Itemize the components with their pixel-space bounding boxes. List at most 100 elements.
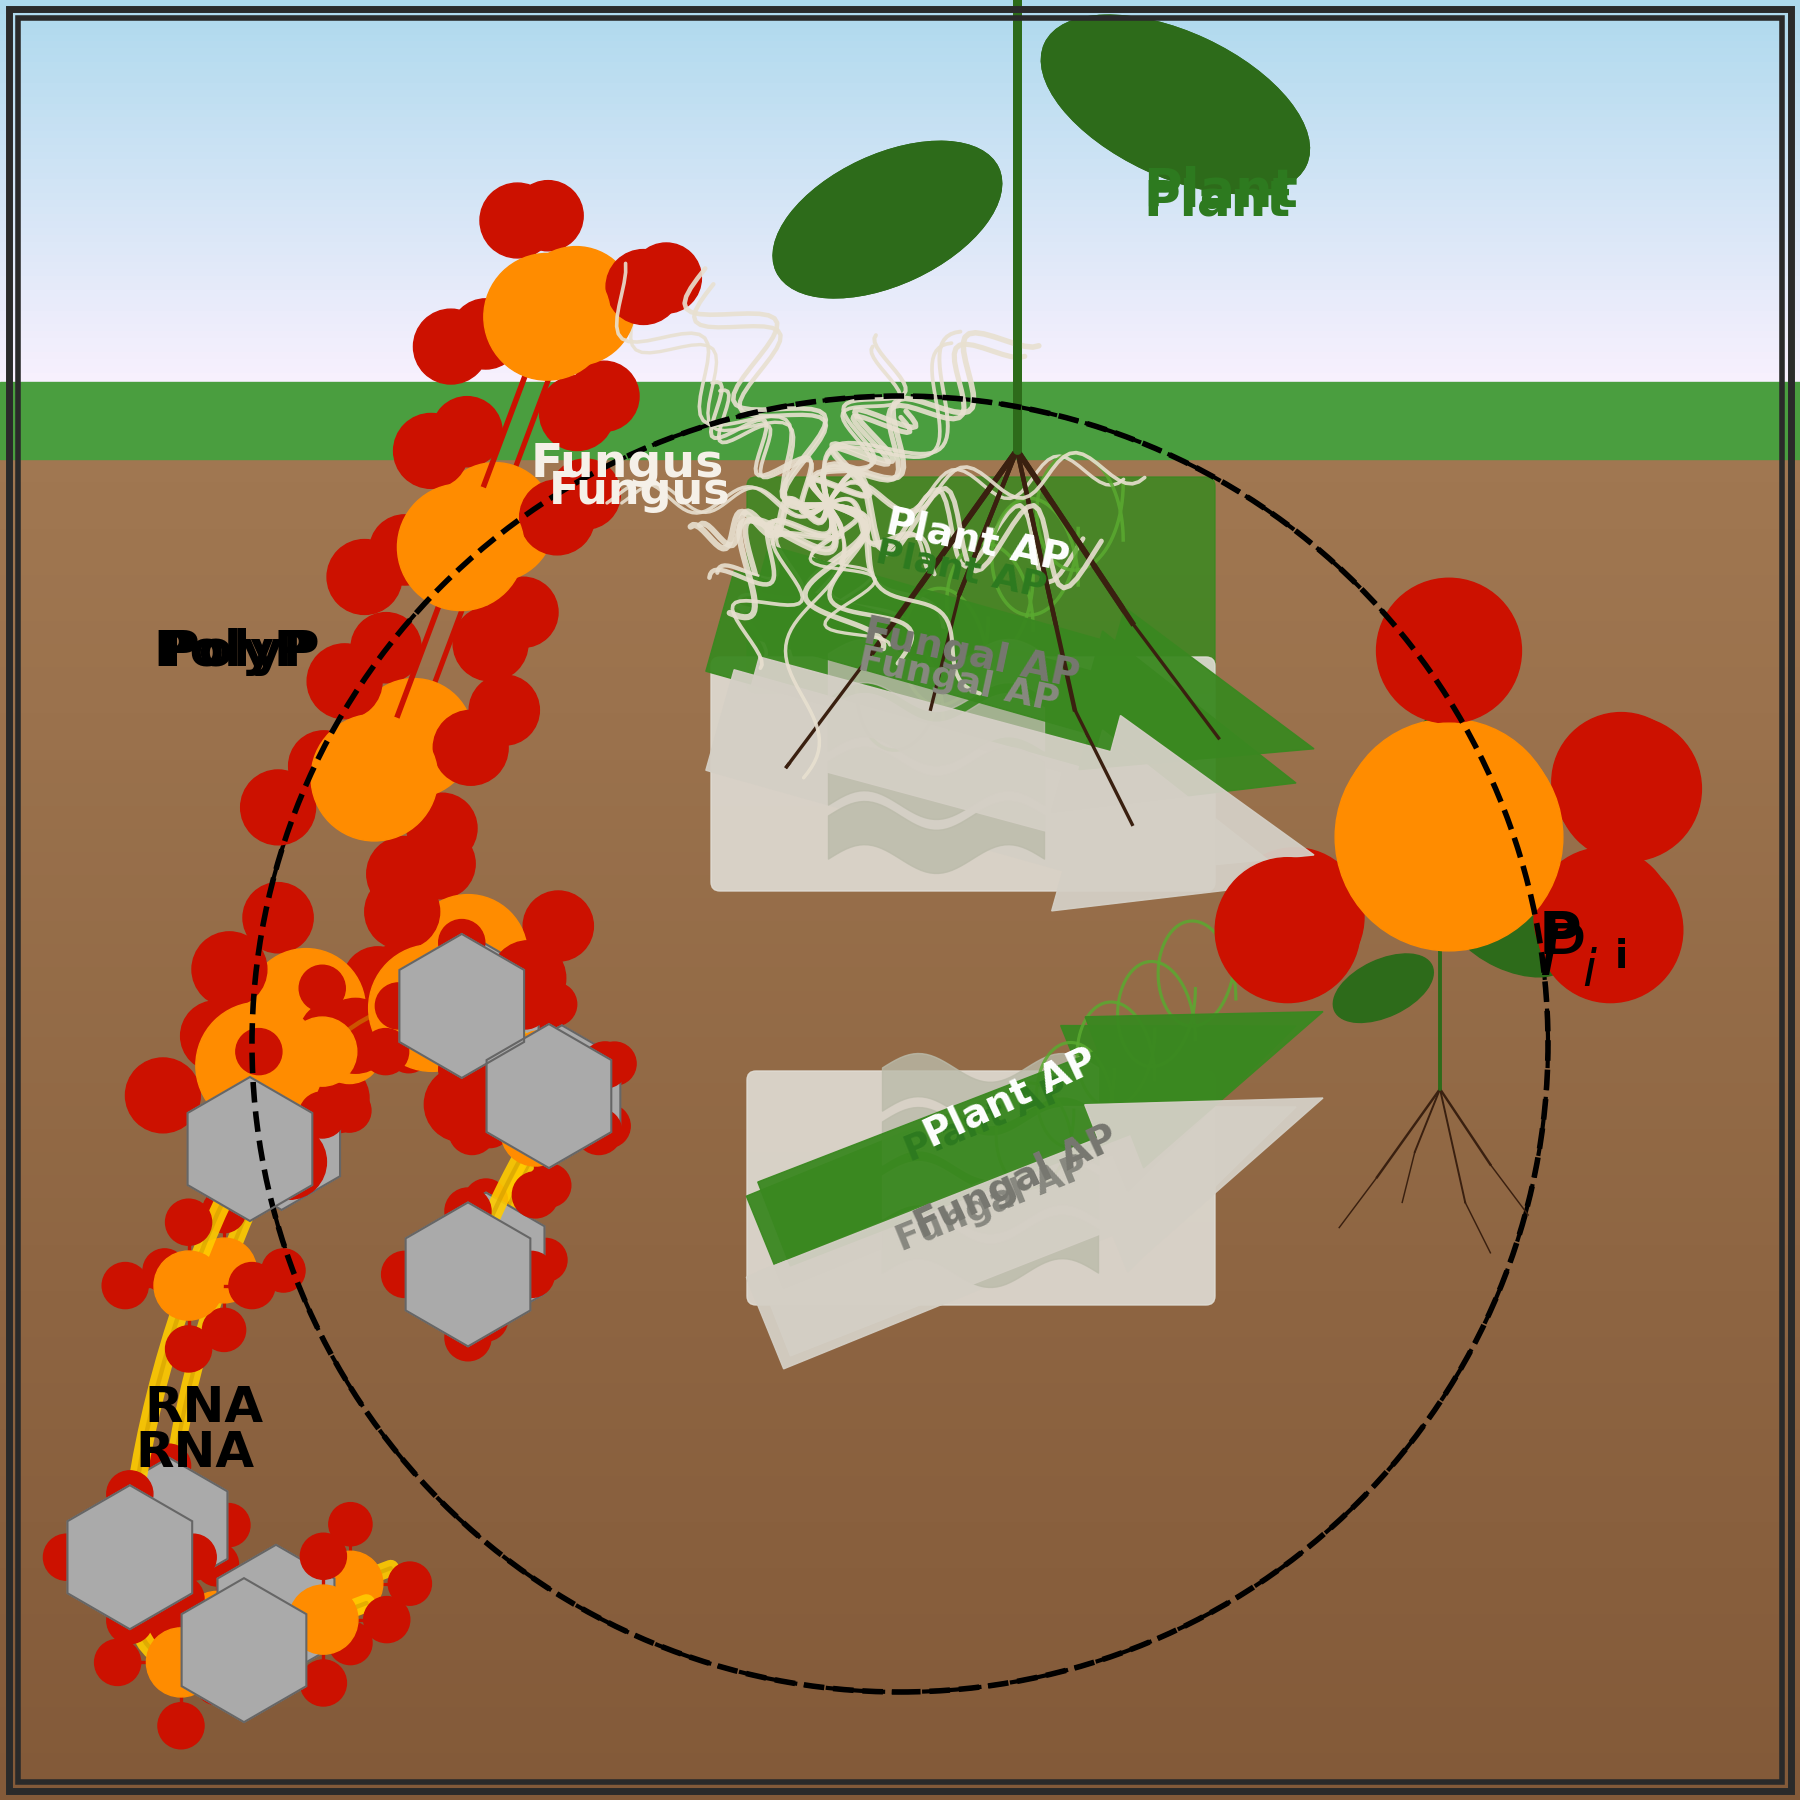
Circle shape (329, 1622, 373, 1665)
Polygon shape (0, 1570, 1800, 1593)
Circle shape (319, 999, 392, 1073)
Polygon shape (758, 1012, 1323, 1265)
Circle shape (185, 1591, 250, 1656)
Polygon shape (0, 1431, 1800, 1453)
Ellipse shape (1042, 14, 1309, 194)
Circle shape (434, 711, 508, 785)
Polygon shape (0, 34, 1800, 41)
Polygon shape (0, 1523, 1800, 1546)
Polygon shape (0, 922, 1800, 945)
Circle shape (171, 1534, 216, 1580)
Text: $P_i$: $P_i$ (1539, 922, 1598, 990)
Text: PolyP: PolyP (153, 628, 310, 677)
Polygon shape (0, 56, 1800, 61)
Polygon shape (0, 275, 1800, 283)
Polygon shape (0, 1107, 1800, 1130)
Circle shape (502, 983, 549, 1030)
Circle shape (328, 1089, 371, 1132)
Polygon shape (0, 22, 1800, 27)
Circle shape (439, 1046, 484, 1093)
Polygon shape (0, 310, 1800, 317)
Polygon shape (0, 1015, 1800, 1037)
Text: Plant AP: Plant AP (882, 502, 1073, 578)
Circle shape (1377, 578, 1521, 724)
Polygon shape (0, 1661, 1800, 1685)
Polygon shape (0, 400, 1800, 407)
Circle shape (221, 1640, 268, 1685)
Polygon shape (0, 353, 1800, 358)
Text: Fungal AP: Fungal AP (891, 1150, 1093, 1258)
Circle shape (382, 1251, 428, 1298)
Text: Plant AP: Plant AP (918, 1042, 1103, 1154)
Circle shape (448, 976, 513, 1040)
Polygon shape (0, 41, 1800, 49)
Ellipse shape (1451, 898, 1568, 977)
Circle shape (445, 1314, 491, 1361)
Circle shape (1379, 580, 1519, 718)
Polygon shape (0, 358, 1800, 365)
Polygon shape (0, 49, 1800, 56)
Circle shape (319, 1552, 383, 1616)
Polygon shape (0, 668, 1800, 691)
Circle shape (365, 875, 439, 949)
Circle shape (405, 1238, 448, 1282)
Polygon shape (0, 806, 1800, 830)
Circle shape (328, 970, 371, 1013)
FancyBboxPatch shape (747, 1071, 1215, 1305)
Circle shape (1336, 724, 1562, 950)
Polygon shape (0, 214, 1800, 221)
Circle shape (632, 243, 702, 313)
Polygon shape (0, 968, 1800, 992)
Circle shape (376, 983, 421, 1030)
Circle shape (425, 1067, 499, 1141)
Polygon shape (0, 1199, 1800, 1222)
Polygon shape (758, 1098, 1323, 1355)
Polygon shape (0, 158, 1800, 166)
Circle shape (270, 1562, 313, 1606)
Circle shape (432, 396, 502, 466)
Polygon shape (0, 180, 1800, 185)
Polygon shape (0, 1638, 1800, 1661)
Polygon shape (0, 1177, 1800, 1199)
Circle shape (236, 1028, 283, 1075)
Polygon shape (0, 853, 1800, 877)
Polygon shape (110, 1458, 227, 1593)
Circle shape (158, 1577, 203, 1622)
Circle shape (148, 1562, 191, 1606)
Circle shape (491, 941, 565, 1015)
Polygon shape (0, 83, 1800, 90)
Polygon shape (0, 437, 1800, 461)
Polygon shape (0, 1060, 1800, 1084)
Polygon shape (0, 783, 1800, 806)
Circle shape (288, 731, 358, 801)
Polygon shape (0, 268, 1800, 275)
Polygon shape (747, 1026, 1296, 1287)
Polygon shape (0, 599, 1800, 623)
Polygon shape (0, 1084, 1800, 1107)
Circle shape (464, 1179, 508, 1222)
Circle shape (43, 1534, 90, 1580)
Polygon shape (0, 97, 1800, 103)
Polygon shape (0, 207, 1800, 214)
Circle shape (533, 1102, 576, 1145)
Polygon shape (0, 529, 1800, 553)
Polygon shape (0, 1037, 1800, 1060)
Polygon shape (743, 545, 1314, 770)
Circle shape (243, 882, 313, 952)
Polygon shape (0, 139, 1800, 146)
Circle shape (103, 1262, 148, 1309)
Circle shape (329, 1503, 373, 1546)
Polygon shape (0, 1476, 1800, 1499)
Circle shape (229, 1262, 275, 1309)
Circle shape (1339, 718, 1559, 936)
Text: Fungal AP: Fungal AP (860, 612, 1084, 695)
Text: RNA: RNA (135, 1429, 254, 1478)
Polygon shape (400, 934, 524, 1078)
Circle shape (448, 1109, 495, 1154)
Circle shape (454, 1228, 518, 1292)
Polygon shape (0, 644, 1800, 668)
Circle shape (166, 1199, 212, 1246)
Circle shape (524, 1238, 567, 1282)
Polygon shape (0, 241, 1800, 248)
Circle shape (202, 1190, 245, 1233)
